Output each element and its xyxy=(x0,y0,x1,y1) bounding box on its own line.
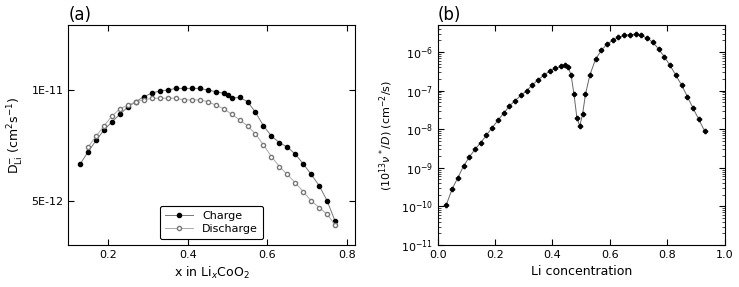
Discharge xyxy=(299,190,307,193)
Discharge xyxy=(84,146,92,149)
Charge xyxy=(223,93,232,97)
Discharge xyxy=(92,134,101,138)
Discharge xyxy=(132,100,140,103)
Discharge xyxy=(115,107,124,110)
Charge xyxy=(235,96,244,99)
Discharge xyxy=(235,118,244,122)
Discharge xyxy=(211,103,220,107)
Discharge xyxy=(291,181,300,185)
Charge xyxy=(219,92,228,95)
Charge xyxy=(84,150,92,154)
Y-axis label: D$_{\rm Li}^{-}$ (cm$^2$s$^{-1}$): D$_{\rm Li}^{-}$ (cm$^2$s$^{-1}$) xyxy=(6,96,26,174)
Discharge xyxy=(148,96,157,100)
Charge xyxy=(203,88,212,92)
Legend: Charge, Discharge: Charge, Discharge xyxy=(160,206,264,239)
Discharge xyxy=(259,143,268,147)
Charge xyxy=(291,152,300,156)
Charge xyxy=(148,92,157,95)
Discharge xyxy=(195,98,204,102)
Discharge xyxy=(331,223,340,227)
Text: (b): (b) xyxy=(437,5,461,24)
Discharge xyxy=(187,98,196,102)
Discharge xyxy=(180,98,188,102)
X-axis label: Li concentration: Li concentration xyxy=(531,265,632,278)
Charge xyxy=(163,88,172,92)
Discharge xyxy=(171,96,180,100)
Discharge xyxy=(243,124,252,127)
Discharge xyxy=(267,155,276,158)
Discharge xyxy=(155,96,164,100)
Charge xyxy=(251,110,260,114)
Discharge xyxy=(283,173,292,176)
Charge xyxy=(115,113,124,116)
Discharge xyxy=(219,107,228,110)
Charge xyxy=(171,87,180,90)
Charge xyxy=(275,141,284,144)
Line: Discharge: Discharge xyxy=(86,96,337,227)
Line: Charge: Charge xyxy=(78,86,337,224)
Discharge xyxy=(100,124,109,127)
Discharge xyxy=(323,213,332,216)
Charge xyxy=(299,162,307,166)
X-axis label: x in Li$_x$CoO$_2$: x in Li$_x$CoO$_2$ xyxy=(174,265,250,282)
Charge xyxy=(123,105,132,108)
Charge xyxy=(75,162,84,166)
Charge xyxy=(283,146,292,149)
Charge xyxy=(259,124,268,127)
Charge xyxy=(195,87,204,90)
Charge xyxy=(267,134,276,138)
Charge xyxy=(331,220,340,223)
Charge xyxy=(211,90,220,93)
Charge xyxy=(307,173,316,176)
Charge xyxy=(155,89,164,92)
Charge xyxy=(108,120,117,123)
Y-axis label: $\left(10^{13}\nu^*/D\right)$ (cm$^{-2}$/s): $\left(10^{13}\nu^*/D\right)$ (cm$^{-2}$… xyxy=(378,79,395,191)
Discharge xyxy=(315,206,324,209)
Charge xyxy=(180,87,188,90)
Charge xyxy=(187,87,196,90)
Charge xyxy=(227,96,236,100)
Charge xyxy=(323,199,332,203)
Charge xyxy=(100,128,109,131)
Text: (a): (a) xyxy=(68,5,91,24)
Discharge xyxy=(227,113,236,116)
Charge xyxy=(315,184,324,187)
Discharge xyxy=(275,165,284,168)
Charge xyxy=(92,139,101,142)
Discharge xyxy=(123,103,132,107)
Discharge xyxy=(307,199,316,203)
Charge xyxy=(140,95,149,98)
Discharge xyxy=(251,132,260,136)
Discharge xyxy=(140,98,149,102)
Charge xyxy=(132,100,140,103)
Discharge xyxy=(163,96,172,100)
Charge xyxy=(243,100,252,103)
Discharge xyxy=(203,100,212,103)
Discharge xyxy=(108,114,117,118)
